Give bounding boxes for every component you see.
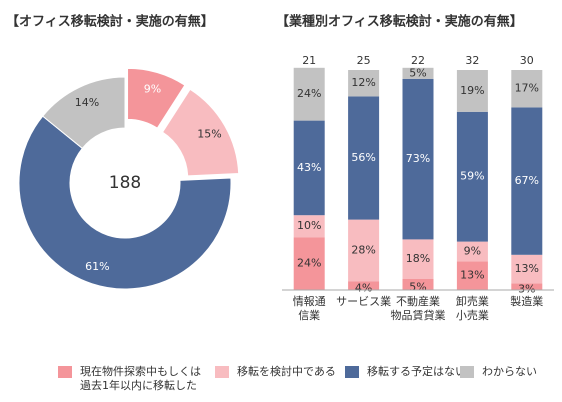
data-label: 9% — [144, 82, 161, 95]
donut-slice — [161, 88, 240, 177]
bar-segment — [402, 279, 434, 290]
bar-segment — [402, 239, 434, 279]
x-tick-label: 製造業 — [510, 294, 543, 308]
legend-swatch — [215, 366, 229, 378]
bar-segment — [511, 70, 543, 108]
total-label: 21 — [302, 54, 316, 67]
chart-title: 【業種別オフィス移転検討・実施の有無】 — [276, 14, 523, 30]
legend-label: 現在物件探索中もしくは — [80, 364, 201, 378]
legend-swatch — [345, 366, 359, 378]
bar-segment — [402, 78, 434, 240]
data-label: 3% — [518, 283, 535, 296]
donut-slice — [127, 67, 186, 129]
total-label: 22 — [411, 54, 425, 67]
total-label: 25 — [357, 54, 371, 67]
bar-segment — [348, 281, 380, 290]
bar-segment — [293, 237, 325, 290]
data-label: 61% — [85, 260, 109, 273]
bar-segment — [348, 70, 380, 97]
total-label: 30 — [520, 54, 534, 67]
x-tick-label: 物品賃貸業 — [391, 308, 446, 322]
donut-slice — [18, 115, 232, 290]
x-tick-label: 情報通 — [293, 295, 326, 308]
data-label: 73% — [406, 152, 430, 165]
donut-slice — [42, 76, 126, 150]
data-label: 56% — [351, 151, 375, 164]
bar-segment — [511, 107, 543, 255]
bar-segment — [348, 219, 380, 282]
legend-label: 過去1年以内に移転した — [80, 378, 197, 392]
data-label: 43% — [297, 161, 321, 174]
center-label: 188 — [109, 173, 141, 193]
x-tick-label: 信業 — [298, 309, 320, 322]
chart-title: 【オフィス移転検討・実施の有無】 — [6, 14, 214, 30]
data-label: 18% — [406, 252, 430, 265]
data-label: 12% — [351, 76, 375, 89]
legend-label: 移転を検討中である — [237, 364, 336, 378]
x-tick-label: 不動産業 — [396, 294, 440, 308]
bar-segment — [456, 261, 488, 290]
data-label: 4% — [355, 282, 372, 295]
x-tick-label: サービス業 — [336, 295, 391, 308]
bar-segment — [348, 96, 380, 220]
total-label: 32 — [465, 54, 479, 67]
data-label: 59% — [460, 170, 484, 183]
x-tick-label: 小売業 — [456, 309, 489, 322]
data-label: 5% — [409, 66, 426, 79]
legend-swatch — [460, 366, 474, 378]
bar-segment — [511, 283, 543, 290]
data-label: 28% — [351, 243, 375, 256]
bar-segment — [402, 67, 434, 79]
data-label: 24% — [297, 257, 321, 270]
legend-label: わからない — [482, 365, 537, 378]
data-label: 10% — [297, 219, 321, 232]
data-label: 19% — [460, 84, 484, 97]
data-label: 24% — [297, 87, 321, 100]
data-label: 5% — [409, 281, 426, 294]
bar-segment — [293, 215, 325, 238]
data-label: 13% — [460, 269, 484, 282]
data-label: 13% — [515, 262, 539, 275]
data-label: 67% — [515, 174, 539, 187]
legend-swatch — [58, 366, 72, 378]
data-label: 15% — [197, 127, 221, 140]
bar-segment — [456, 70, 488, 112]
bar-segment — [456, 241, 488, 262]
data-label: 9% — [464, 245, 481, 258]
bar-segment — [293, 120, 325, 216]
data-label: 17% — [515, 82, 539, 95]
bar-segment — [511, 254, 543, 284]
legend-label: 移転する予定はない — [367, 364, 466, 378]
x-tick-label: 卸売業 — [456, 294, 489, 308]
bar-segment — [293, 67, 325, 121]
bar-segment — [456, 111, 488, 242]
data-label: 14% — [75, 96, 99, 109]
